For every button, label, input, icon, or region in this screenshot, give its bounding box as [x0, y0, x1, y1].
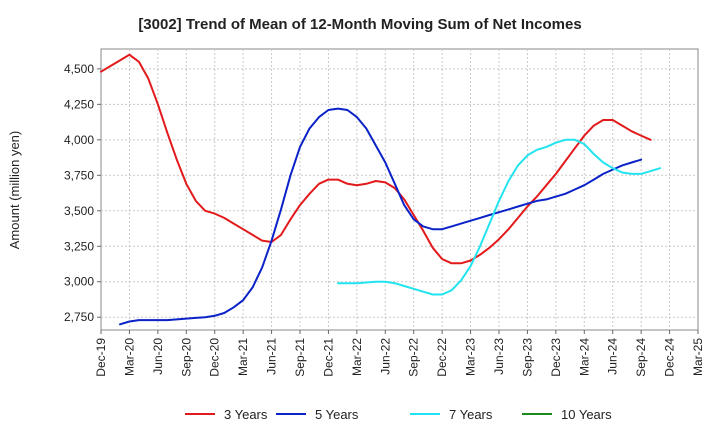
x-tick-label: Jun-21: [265, 338, 279, 375]
x-tick-label: Dec-20: [208, 338, 222, 377]
chart-title: [3002] Trend of Mean of 12-Month Moving …: [138, 16, 581, 33]
y-tick-label: 3,250: [64, 239, 94, 253]
x-tick-label: Dec-19: [94, 338, 108, 377]
y-tick-label: 4,000: [64, 133, 94, 147]
x-tick-label: Jun-23: [492, 338, 506, 375]
x-tick-label: Mar-21: [236, 338, 250, 376]
x-axis: Dec-19 Mar-20 Jun-20 Sep-20 Dec-20 Mar-21 Jun-…: [94, 330, 705, 377]
x-tick-label: Jun-22: [378, 338, 392, 375]
x-tick-label: Sep-20: [179, 338, 193, 377]
legend-label: 5 Years: [315, 407, 359, 422]
plot-area: [100, 48, 699, 331]
legend-label: 3 Years: [224, 407, 268, 422]
x-tick-label: Sep-22: [407, 338, 421, 377]
series-line-3-years: [100, 53, 652, 265]
y-tick-label: 3,000: [64, 275, 94, 289]
grid: [101, 49, 698, 330]
x-tick-label: Sep-21: [293, 338, 307, 377]
legend-label: 7 Years: [449, 407, 493, 422]
x-tick-label: Dec-24: [663, 338, 677, 377]
legend: 3 Years 5 Years 7 Years 10 Years: [185, 407, 612, 422]
x-tick-label: Mar-25: [691, 338, 705, 376]
series-line-7-years: [336, 138, 662, 296]
y-tick-label: 4,500: [64, 62, 94, 76]
y-tick-label: 2,750: [64, 310, 94, 324]
y-tick-label: 3,750: [64, 168, 94, 182]
x-tick-label: Mar-24: [577, 338, 591, 376]
x-tick-label: Jun-20: [151, 338, 165, 375]
x-tick-label: Dec-22: [435, 338, 449, 377]
x-tick-label: Mar-22: [350, 338, 364, 376]
x-tick-label: Jun-24: [606, 338, 620, 375]
x-tick-label: Dec-23: [549, 338, 563, 377]
x-tick-label: Mar-20: [122, 338, 136, 376]
x-tick-label: Sep-24: [634, 338, 648, 377]
x-tick-label: Mar-23: [464, 338, 478, 376]
legend-label: 10 Years: [561, 407, 612, 422]
series-lines: [100, 53, 662, 326]
series-line-5-years: [119, 107, 643, 326]
y-axis-label: Amount (million yen): [7, 131, 22, 250]
x-tick-label: Sep-23: [520, 338, 534, 377]
y-tick-label: 3,500: [64, 204, 94, 218]
y-tick-label: 4,250: [64, 97, 94, 111]
x-tick-label: Dec-21: [321, 338, 335, 377]
y-axis: 2,750 3,000 3,250 3,500 3,750 4,000 4,250 4,500: [64, 62, 101, 324]
